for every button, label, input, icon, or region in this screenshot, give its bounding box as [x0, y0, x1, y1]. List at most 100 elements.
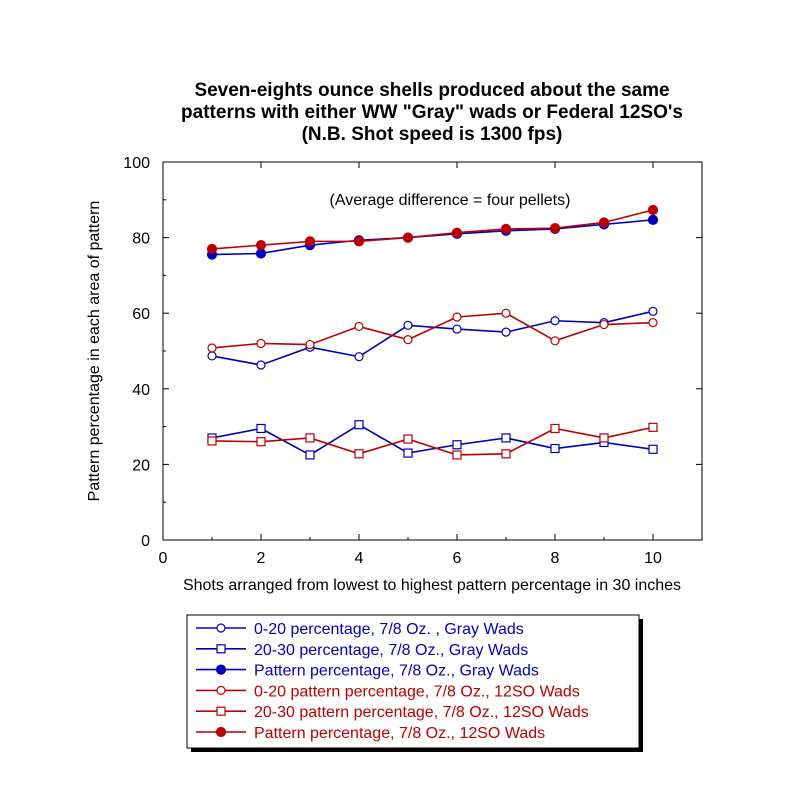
x-tick-label: 2: [257, 550, 266, 567]
series-6: [206, 204, 659, 255]
axis-ticks: [162, 161, 702, 541]
legend-item: 20-30 pattern percentage, 7/8 Oz., 12SO …: [196, 704, 589, 721]
data-point: [647, 214, 659, 225]
data-point: [403, 320, 413, 330]
series-5: [207, 422, 658, 460]
data-point: [255, 248, 267, 259]
data-point: [354, 420, 364, 430]
legend-label: 0-20 pattern percentage, 7/8 Oz., 12SO W…: [254, 683, 580, 700]
x-tick-label: 0: [159, 550, 168, 567]
data-point: [403, 434, 413, 444]
data-point: [206, 243, 218, 255]
y-tick-label: 0: [141, 533, 150, 550]
data-point: [451, 227, 463, 238]
chart-title-line-1: Seven-eights ounce shells produced about…: [194, 80, 669, 101]
legend-item: Pattern percentage, 7/8 Oz., Gray Wads: [196, 663, 539, 680]
series-4: [207, 308, 658, 353]
data-point: [501, 449, 511, 459]
series-line: [211, 310, 654, 366]
data-point: [256, 338, 266, 349]
data-point: [550, 423, 560, 434]
data-point: [648, 318, 658, 328]
x-tick-label: 6: [453, 550, 462, 567]
legend-label: Pattern percentage, 7/8 Oz., Gray Wads: [254, 663, 539, 680]
series-3: [206, 214, 659, 260]
data-point: [354, 321, 364, 332]
legend-item: 20-30 percentage, 7/8 Oz., Gray Wads: [196, 642, 528, 659]
data-point: [599, 319, 609, 330]
chart-title: Seven-eights ounce shells produced about…: [181, 80, 683, 145]
legend-label: 20-30 percentage, 7/8 Oz., Gray Wads: [254, 642, 528, 659]
chart-title-line-3: (N.B. Shot speed is 1300 fps): [302, 124, 563, 145]
y-tick-label: 60: [132, 306, 150, 323]
data-point: [207, 436, 217, 446]
series-1: [207, 306, 658, 370]
series-2: [207, 420, 658, 460]
data-point: [501, 308, 511, 318]
legend: 0-20 percentage, 7/8 Oz. , Gray Wads 20-3…: [186, 614, 643, 752]
series-line: [211, 312, 654, 349]
data-point: [452, 450, 462, 460]
data-point: [550, 443, 560, 454]
legend-marker: [215, 726, 227, 738]
x-tick-label: 10: [644, 550, 662, 567]
data-point: [353, 236, 365, 247]
data-point: [598, 217, 610, 228]
legend-marker: [216, 706, 226, 716]
y-tick-label: 40: [132, 382, 150, 399]
legend-label: 0-20 percentage, 7/8 Oz. , Gray Wads: [254, 621, 524, 638]
legend-label: Pattern percentage, 7/8 Oz., 12SO Wads: [254, 725, 545, 742]
y-tick-label: 20: [132, 457, 150, 474]
data-point: [648, 422, 658, 432]
data-point: [550, 316, 560, 326]
data-point: [207, 351, 217, 361]
data-point: [648, 306, 658, 316]
legend-label: 20-30 pattern percentage, 7/8 Oz., 12SO …: [254, 704, 589, 721]
data-point: [501, 327, 511, 337]
data-point: [403, 335, 413, 345]
legend-marker: [216, 685, 226, 696]
series-line: [211, 423, 654, 456]
data-point: [354, 352, 364, 362]
data-point: [207, 343, 217, 353]
legend-items: 0-20 percentage, 7/8 Oz. , Gray Wads 20-3…: [196, 621, 589, 742]
data-point: [549, 223, 561, 234]
legend-marker: [216, 623, 226, 633]
legend-marker: [216, 644, 226, 654]
data-point: [501, 433, 511, 443]
annotation-average-difference: (Average difference = four pellets): [330, 192, 571, 209]
x-tick-label: 4: [355, 550, 364, 567]
legend-item: 0-20 pattern percentage, 7/8 Oz., 12SO W…: [196, 683, 580, 700]
data-point: [648, 444, 658, 454]
y-tick-label: 100: [123, 155, 150, 172]
series-line: [211, 426, 654, 456]
data-point: [354, 449, 364, 459]
legend-item: Pattern percentage, 7/8 Oz., 12SO Wads: [196, 725, 545, 742]
y-tick-label: 80: [132, 231, 150, 248]
data-point: [304, 236, 316, 247]
data-point: [452, 312, 462, 322]
data-point: [305, 450, 315, 460]
data-point: [599, 433, 609, 443]
y-axis-label: Pattern percentage in each area of patte…: [86, 201, 103, 502]
data-point: [305, 339, 315, 350]
data-point: [256, 360, 266, 370]
data-point: [255, 240, 267, 251]
data-point: [305, 433, 315, 443]
data-point: [550, 336, 560, 346]
x-axis-label: Shots arranged from lowest to highest pa…: [183, 577, 681, 594]
series-line: [211, 209, 654, 250]
data-point: [403, 448, 413, 458]
legend-item: 0-20 percentage, 7/8 Oz. , Gray Wads: [196, 621, 524, 638]
data-point: [500, 223, 512, 235]
data-point: [452, 324, 462, 334]
series-layer: [206, 204, 659, 460]
data-point: [256, 423, 266, 434]
legend-box: [186, 614, 640, 749]
data-point: [647, 204, 659, 216]
legend-marker: [215, 664, 227, 675]
data-point: [256, 437, 266, 447]
data-point: [452, 440, 462, 450]
